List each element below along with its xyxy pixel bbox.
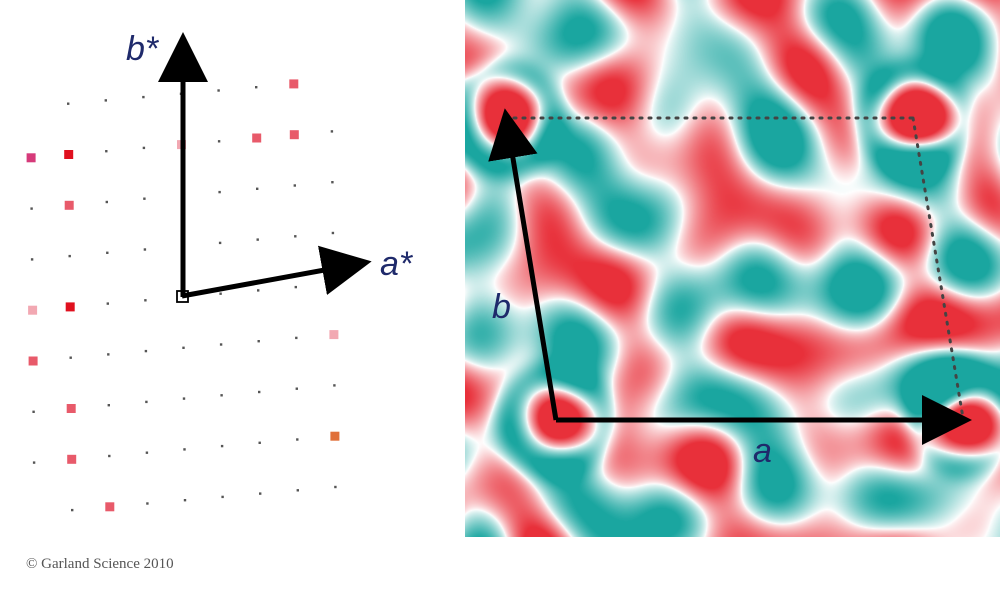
diffraction-spot (67, 454, 77, 464)
lattice-point (30, 258, 34, 261)
diffraction-spot (289, 130, 299, 140)
lattice-point (256, 238, 259, 241)
lattice-point (144, 349, 148, 353)
copyright-credit: © Garland Science 2010 (26, 556, 174, 572)
unit-cell-right-edge (911, 116, 965, 420)
diffraction-spot (252, 133, 262, 143)
lattice-point (30, 207, 33, 210)
lattice-point (144, 299, 147, 302)
lattice-point (145, 451, 149, 454)
lattice-point (106, 302, 109, 305)
lattice-point (143, 248, 147, 251)
lattice-point (142, 146, 146, 150)
lattice-point (258, 441, 261, 444)
lattice-point (142, 95, 145, 99)
lattice-point (219, 343, 223, 346)
lattice-point (296, 489, 299, 492)
lattice-point (293, 184, 296, 187)
lattice-point (295, 387, 298, 390)
lattice-point (32, 461, 36, 464)
reciprocal-lattice-panel: a* b* (0, 0, 455, 545)
lattice-point (182, 397, 186, 400)
diffraction-spot (330, 431, 340, 441)
lattice-point (145, 400, 148, 404)
lattice-point (217, 140, 221, 143)
diffraction-spot (105, 502, 115, 512)
diffraction-spot (289, 79, 299, 89)
lattice-point (332, 282, 335, 285)
lattice-point (257, 289, 260, 292)
diffraction-spot (28, 305, 38, 315)
lattice-point (221, 495, 224, 499)
a-axis-label: a (753, 432, 772, 470)
diffraction-spot (65, 302, 75, 312)
b-star-axis-label: b* (126, 30, 160, 68)
lattice-point (256, 187, 259, 190)
lattice-point (183, 448, 186, 451)
lattice-point (107, 353, 110, 356)
electron-density-map (465, 0, 1000, 537)
lattice-point (255, 86, 258, 89)
diffraction-spot (66, 404, 76, 413)
lattice-point (217, 89, 220, 92)
lattice-point (71, 508, 74, 512)
diffraction-spot (28, 356, 38, 366)
lattice-point (105, 200, 108, 204)
lattice-point (107, 404, 110, 407)
lattice-point (294, 285, 297, 289)
lattice-point (333, 384, 336, 387)
lattice-point (295, 336, 298, 340)
lattice-point (259, 492, 262, 495)
electron-density-map-panel: a b (465, 0, 1000, 537)
lattice-point (258, 390, 261, 394)
reciprocal-lattice-diagram: a* b* (26, 30, 414, 512)
diffraction-spot (26, 153, 36, 163)
lattice-point (183, 499, 187, 502)
lattice-point (146, 502, 149, 505)
lattice-point (218, 190, 221, 194)
lattice-point (334, 485, 337, 489)
lattice-point (257, 340, 260, 343)
lattice-point (67, 102, 70, 105)
lattice-point (331, 181, 334, 184)
lattice-point (296, 438, 299, 441)
diffraction-spot (64, 200, 74, 210)
b-axis-arrow (488, 108, 559, 421)
diffraction-spot (64, 150, 74, 159)
lattice-point (69, 356, 72, 359)
lattice-point (105, 150, 108, 153)
diffraction-spot (329, 330, 339, 340)
lattice-point (143, 197, 146, 200)
lattice-point (330, 130, 334, 133)
diffraction-spots (26, 79, 340, 512)
a-star-axis-label: a* (380, 245, 414, 283)
lattice-point (106, 251, 109, 254)
lattice-point (218, 241, 222, 245)
lattice-point (68, 254, 71, 258)
lattice-point (108, 454, 111, 458)
a-star-axis-arrow (181, 245, 372, 299)
unit-cell-overlay: a b (488, 108, 972, 470)
lattice-point (219, 292, 222, 295)
lattice-point (331, 231, 335, 235)
lattice-point (104, 99, 107, 102)
lattice-point (182, 346, 185, 349)
lattice-point (32, 410, 35, 413)
lattice-point (294, 235, 297, 238)
lattice-point (220, 444, 224, 448)
lattice-point (220, 394, 223, 397)
b-axis-label: b (492, 288, 511, 326)
